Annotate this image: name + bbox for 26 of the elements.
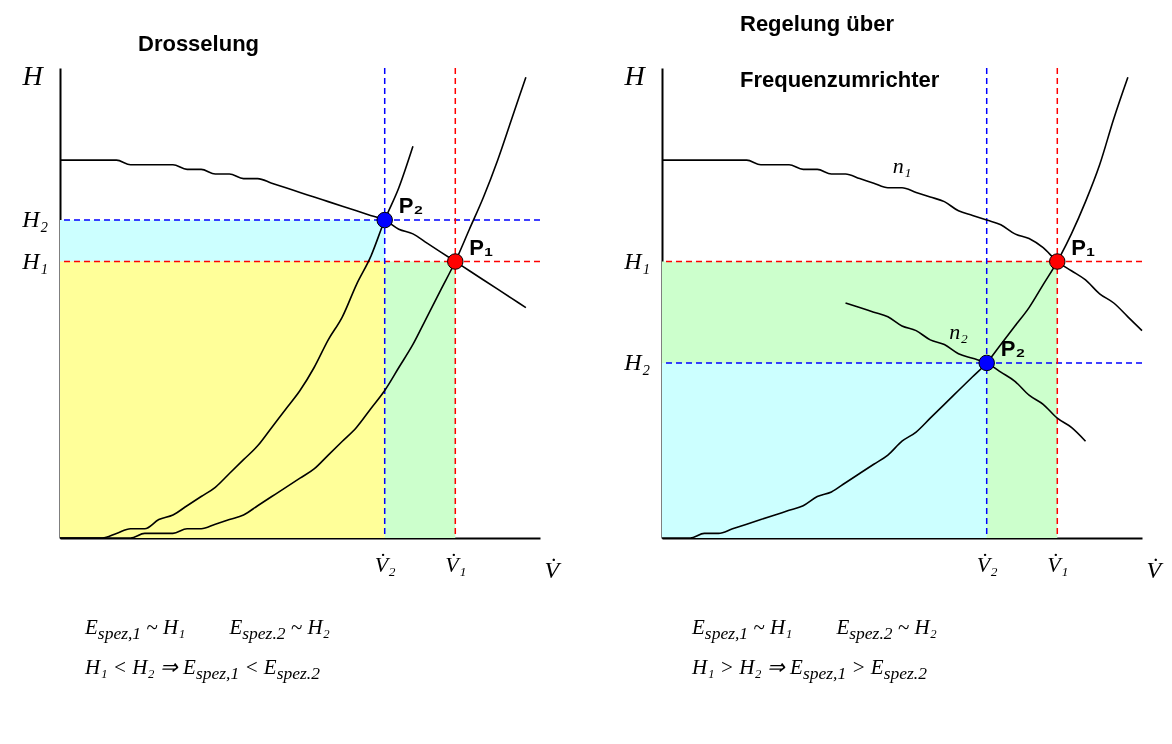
x-tick-label: V̇₁ xyxy=(445,551,467,577)
chart-title: Regelung über Frequenzumrichter xyxy=(740,11,940,92)
text: H₁ < H₂ ⇒ E$_{spez,1}$ < E$_{spez.2}$ xyxy=(85,654,320,686)
x-axis-title: V̇ xyxy=(544,556,562,583)
x-tick-label: V̇₁ xyxy=(1047,551,1069,577)
series-label: P₂ xyxy=(1000,335,1026,361)
series-label: P₂ xyxy=(398,193,424,219)
text: E$_{spez,1}$ ~ H₁ xyxy=(85,614,186,646)
y-axis-title: H xyxy=(21,59,45,91)
ref-line-label: H₂ xyxy=(21,206,48,233)
text: H₁ > H₂ ⇒ E$_{spez,1}$ > E$_{spez.2}$ xyxy=(692,654,927,686)
y-axis-title: H xyxy=(623,59,647,91)
series-label: P₁ xyxy=(469,234,494,260)
text: E$_{spez,1}$ ~ H₁ xyxy=(692,614,793,646)
ref-line-label: H₁ xyxy=(623,247,650,274)
x-tick-label: V̇₂ xyxy=(374,551,397,577)
x-axis-title: V̇ xyxy=(1146,556,1164,583)
ref-line-label: H₂ xyxy=(623,348,650,375)
series-label: n₂ xyxy=(949,318,969,344)
text: E$_{spez.2}$ ~ H₂ xyxy=(836,614,937,646)
ref-line-label: H₁ xyxy=(21,247,48,274)
series-label: P₁ xyxy=(1071,234,1096,260)
text: E$_{spez.2}$ ~ H₂ xyxy=(229,614,330,646)
x-tick-label: V̇₂ xyxy=(976,551,999,577)
series-label: n₁ xyxy=(892,152,912,178)
chart-title: Drosselung xyxy=(138,31,260,56)
